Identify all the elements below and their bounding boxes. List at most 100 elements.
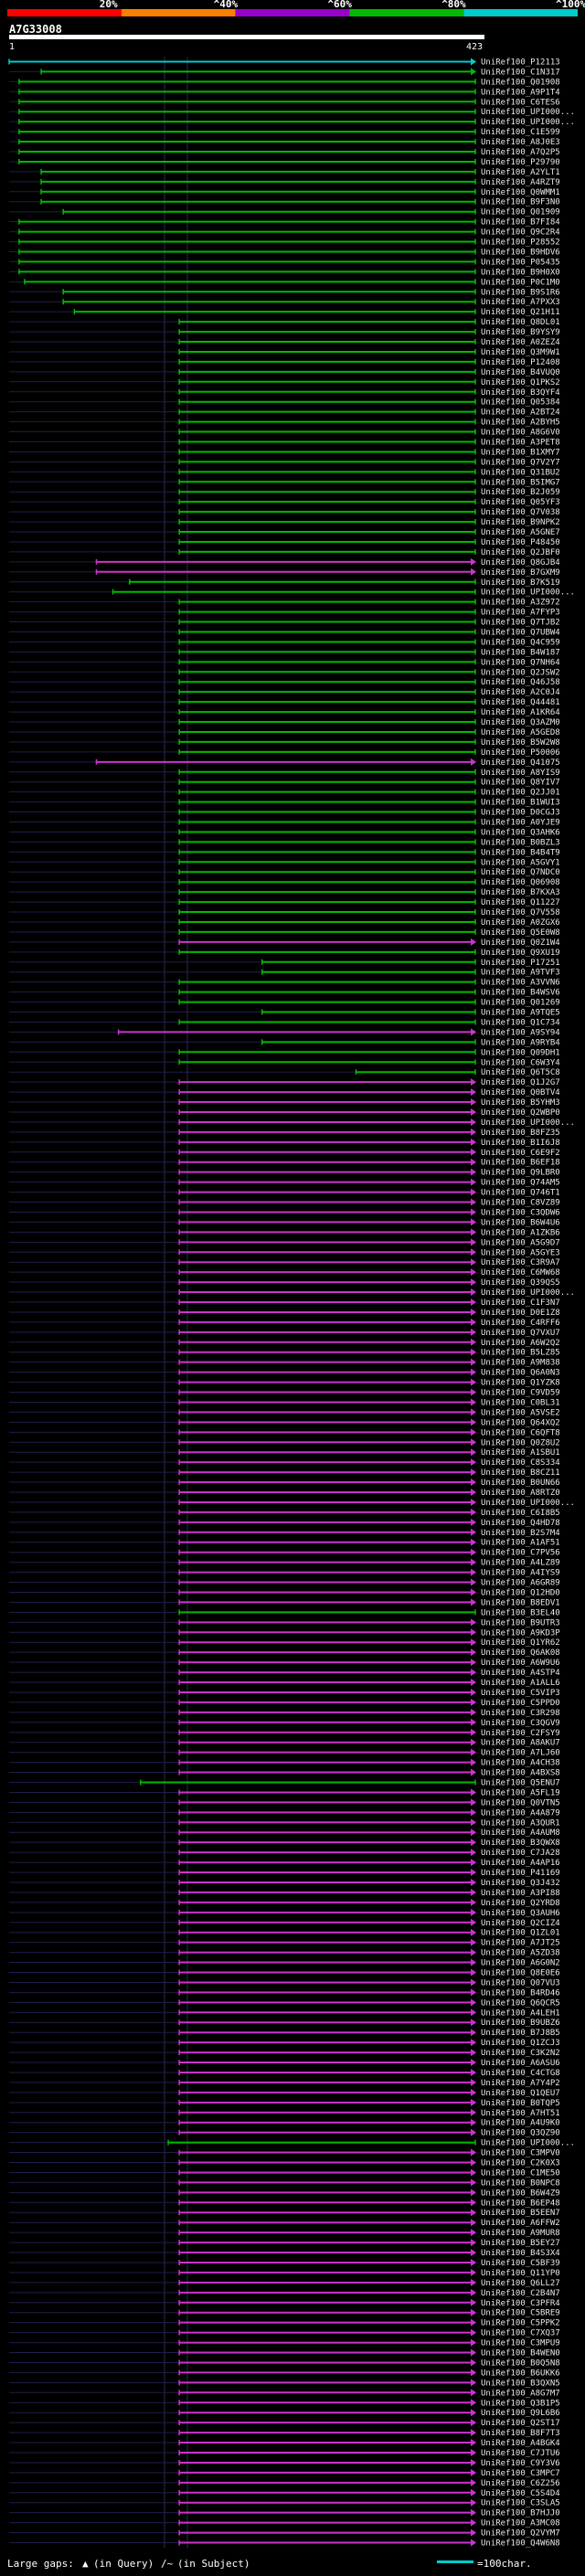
hit-row[interactable]: UniRef100_C6TES6 <box>9 98 560 107</box>
hit-label[interactable]: UniRef100_UPI000... <box>481 1288 575 1298</box>
hit-row[interactable]: UniRef100_Q3AZM0 <box>9 718 560 727</box>
hit-row[interactable]: UniRef100_A4RZT9 <box>9 178 560 187</box>
hit-label[interactable]: UniRef100_Q7NH64 <box>481 658 560 667</box>
hit-row[interactable]: UniRef100_A8RTZ0 <box>9 1489 560 1498</box>
hit-label[interactable]: UniRef100_C2FSY9 <box>481 1729 560 1738</box>
hit-label[interactable]: UniRef100_Q01909 <box>481 208 560 217</box>
hit-label[interactable]: UniRef100_A4LZ89 <box>481 1559 560 1568</box>
hit-label[interactable]: UniRef100_Q1J2G7 <box>481 1078 560 1087</box>
hit-label[interactable]: UniRef100_B8CZ11 <box>481 1468 560 1478</box>
hit-row[interactable]: UniRef100_Q4C959 <box>9 638 560 647</box>
hit-label[interactable]: UniRef100_C1N317 <box>481 68 560 77</box>
hit-label[interactable]: UniRef100_A5GNE7 <box>481 528 560 537</box>
hit-row[interactable]: UniRef100_B1XMY7 <box>9 448 560 457</box>
hit-label[interactable]: UniRef100_Q2YRD8 <box>481 1899 560 1908</box>
hit-label[interactable]: UniRef100_A2YLT1 <box>481 168 560 177</box>
hit-row[interactable]: UniRef100_B9YSY9 <box>9 328 560 337</box>
hit-label[interactable]: UniRef100_A4STP4 <box>481 1669 560 1678</box>
hit-label[interactable]: UniRef100_B3QXN5 <box>481 2379 560 2388</box>
hit-row[interactable]: UniRef100_A2C0J4 <box>9 688 560 697</box>
hit-label[interactable]: UniRef100_C4RFF6 <box>481 1319 560 1328</box>
hit-row[interactable]: UniRef100_Q2CIZ4 <box>9 1918 560 1928</box>
hit-row[interactable]: UniRef100_C2K0X3 <box>9 2158 560 2168</box>
hit-label[interactable]: UniRef100_Q7V558 <box>481 908 560 917</box>
hit-label[interactable]: UniRef100_A5GED8 <box>481 728 560 737</box>
hit-label[interactable]: UniRef100_C4CTG8 <box>481 2069 560 2078</box>
hit-label[interactable]: UniRef100_C7XQ37 <box>481 2329 560 2338</box>
hit-row[interactable]: UniRef100_A4IYS9 <box>9 1568 560 1578</box>
hit-row[interactable]: UniRef100_Q3QZ90 <box>9 2128 560 2138</box>
hit-label[interactable]: UniRef100_A3PI88 <box>481 1889 560 1898</box>
hit-row[interactable]: UniRef100_C3QGV9 <box>9 1718 560 1728</box>
hit-row[interactable]: UniRef100_A5G9D7 <box>9 1238 560 1247</box>
hit-label[interactable]: UniRef100_A7LJ60 <box>481 1749 560 1758</box>
hit-label[interactable]: UniRef100_A3VVN6 <box>481 979 560 988</box>
hit-label[interactable]: UniRef100_A0ZEZ4 <box>481 338 560 347</box>
hit-row[interactable]: UniRef100_A5GED8 <box>9 728 560 737</box>
hit-label[interactable]: UniRef100_C3R298 <box>481 1709 560 1718</box>
hit-row[interactable]: UniRef100_B4B4T9 <box>9 848 560 857</box>
hit-row[interactable]: UniRef100_A3PET8 <box>9 438 560 447</box>
hit-label[interactable]: UniRef100_Q05384 <box>481 398 560 408</box>
hit-label[interactable]: UniRef100_Q2JJ01 <box>481 789 560 798</box>
hit-label[interactable]: UniRef100_P48450 <box>481 538 560 547</box>
hit-label[interactable]: UniRef100_Q2VYM7 <box>481 2529 560 2539</box>
hit-row[interactable]: UniRef100_P50006 <box>9 748 560 758</box>
hit-label[interactable]: UniRef100_A7HT51 <box>481 2109 560 2118</box>
hit-label[interactable]: UniRef100_Q2ST17 <box>481 2419 560 2428</box>
hit-label[interactable]: UniRef100_Q7VXU7 <box>481 1329 560 1338</box>
hit-label[interactable]: UniRef100_C5BRE9 <box>481 2309 560 2318</box>
hit-row[interactable]: UniRef100_P12113 <box>8 58 560 67</box>
hit-label[interactable]: UniRef100_A6ASU6 <box>481 2059 560 2068</box>
hit-label[interactable]: UniRef100_B8F7T3 <box>481 2429 560 2438</box>
hit-label[interactable]: UniRef100_B7J8B5 <box>481 2029 560 2038</box>
hit-label[interactable]: UniRef100_A3PET8 <box>481 438 560 447</box>
hit-label[interactable]: UniRef100_B6W4U6 <box>481 1218 560 1227</box>
hit-row[interactable]: UniRef100_B8EDV1 <box>9 1598 560 1607</box>
hit-label[interactable]: UniRef100_Q21H11 <box>481 308 560 317</box>
hit-label[interactable]: UniRef100_B7KXA3 <box>481 888 560 897</box>
hit-row[interactable]: UniRef100_Q21H11 <box>9 308 560 317</box>
hit-label[interactable]: UniRef100_B3QYF4 <box>481 388 560 398</box>
hit-label[interactable]: UniRef100_A4CH38 <box>481 1759 560 1768</box>
hit-row[interactable]: UniRef100_B3EL40 <box>9 1608 560 1617</box>
hit-row[interactable]: UniRef100_A3PI88 <box>9 1888 560 1898</box>
hit-label[interactable]: UniRef100_B5YHM3 <box>481 1098 560 1108</box>
hit-row[interactable]: UniRef100_Q5ENU7 <box>9 1778 560 1787</box>
hit-label[interactable]: UniRef100_Q7UBW4 <box>481 628 560 637</box>
hit-row[interactable]: UniRef100_B5EEN7 <box>9 2209 560 2218</box>
hit-label[interactable]: UniRef100_B0BZL3 <box>481 838 560 847</box>
hit-label[interactable]: UniRef100_A9SY94 <box>481 1028 560 1037</box>
hit-row[interactable]: UniRef100_D0CGJ3 <box>9 809 560 818</box>
hit-label[interactable]: UniRef100_Q46J58 <box>481 678 560 687</box>
hit-row[interactable]: UniRef100_A9TVF3 <box>9 969 560 978</box>
hit-label[interactable]: UniRef100_Q05YF3 <box>481 498 560 507</box>
hit-row[interactable]: UniRef100_A4STP4 <box>9 1669 560 1678</box>
hit-label[interactable]: UniRef100_Q0WMM1 <box>481 188 560 197</box>
hit-label[interactable]: UniRef100_Q3AZM0 <box>481 718 560 727</box>
hit-label[interactable]: UniRef100_C6TES6 <box>481 98 560 107</box>
hit-label[interactable]: UniRef100_C6I8B5 <box>481 1509 560 1518</box>
hit-row[interactable]: UniRef100_A5GNE7 <box>9 528 560 537</box>
hit-label[interactable]: UniRef100_Q6A0N3 <box>481 1369 560 1378</box>
hit-label[interactable]: UniRef100_UPI000... <box>481 108 575 117</box>
hit-row[interactable]: UniRef100_B9F3N0 <box>9 198 560 207</box>
hit-row[interactable]: UniRef100_B0TQP5 <box>9 2098 560 2108</box>
hit-label[interactable]: UniRef100_B0Q5N8 <box>481 2359 560 2368</box>
hit-label[interactable]: UniRef100_Q7V038 <box>481 508 560 517</box>
hit-label[interactable]: UniRef100_B6EP48 <box>481 2199 560 2208</box>
hit-row[interactable]: UniRef100_C6E9F2 <box>9 1148 560 1158</box>
hit-label[interactable]: UniRef100_C5PPK2 <box>481 2319 560 2328</box>
hit-label[interactable]: UniRef100_B8FZ35 <box>481 1129 560 1138</box>
hit-row[interactable]: UniRef100_Q2WBP0 <box>9 1108 560 1118</box>
hit-label[interactable]: UniRef100_Q64XQ2 <box>481 1418 560 1427</box>
hit-label[interactable]: UniRef100_Q09DH1 <box>481 1048 560 1057</box>
hit-row[interactable]: UniRef100_Q0WMM1 <box>9 188 560 197</box>
hit-row[interactable]: UniRef100_B3QWX8 <box>9 1839 560 1848</box>
hit-row[interactable]: UniRef100_Q6QCR5 <box>9 1998 560 2008</box>
hit-row[interactable]: UniRef100_P05435 <box>9 258 560 267</box>
hit-label[interactable]: UniRef100_A7JT25 <box>481 1939 560 1948</box>
hit-label[interactable]: UniRef100_Q2CIZ4 <box>481 1919 560 1928</box>
hit-row[interactable]: UniRef100_A1KR64 <box>9 708 560 717</box>
hit-label[interactable]: UniRef100_Q07VU3 <box>481 1978 560 1988</box>
